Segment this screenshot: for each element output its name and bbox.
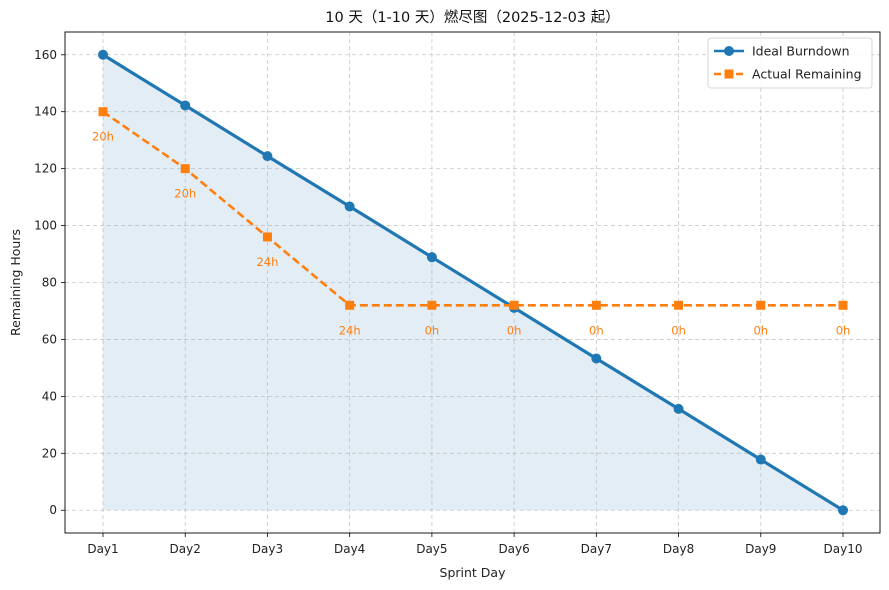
data-point-1 [509, 300, 519, 310]
legend-marker-actual [724, 69, 734, 79]
legend-label-ideal: Ideal Burndown [752, 44, 850, 59]
data-point-1 [427, 300, 437, 310]
data-label: 0h [836, 323, 851, 337]
data-point-1 [262, 232, 272, 242]
data-label: 0h [671, 323, 686, 337]
y-tick-label: 140 [34, 105, 57, 119]
x-tick-label: Day7 [581, 542, 612, 556]
x-tick-label: Day1 [87, 542, 118, 556]
y-tick-label: 120 [34, 162, 57, 176]
data-point-0 [262, 151, 273, 162]
y-tick-label: 80 [42, 276, 57, 290]
y-tick-label: 60 [42, 332, 57, 346]
data-point-1 [345, 300, 355, 310]
data-label: 0h [425, 323, 440, 337]
x-tick-label: Day2 [170, 542, 201, 556]
series-line-1 [102, 110, 843, 307]
series-layer [98, 49, 848, 516]
data-label: 20h [174, 187, 196, 201]
y-tick-label: 40 [42, 389, 57, 403]
data-point-1 [674, 300, 684, 310]
data-label: 24h [339, 323, 361, 337]
y-axis-label: Remaining Hours [8, 229, 23, 336]
x-tick-label: Day4 [334, 542, 365, 556]
ticks-layer: Day1 Day2 Day3 Day4 Day5 Day6 Day7 Day8 Day9 Day1… [34, 48, 862, 556]
x-tick-label: Day5 [416, 542, 447, 556]
data-point-0 [755, 454, 766, 465]
x-tick-label: Day8 [663, 542, 694, 556]
data-point-0 [838, 505, 848, 516]
data-point-0 [673, 403, 684, 414]
x-tick-label: Day10 [824, 542, 863, 556]
series-line-0 [102, 53, 844, 512]
data-label: 0h [753, 323, 768, 337]
data-point-1 [180, 164, 190, 174]
legend-marker-ideal [724, 46, 734, 56]
chart-title: 10 天（1-10 天）燃尽图（2025-12-03 起） [325, 8, 619, 26]
data-point-0 [344, 201, 355, 212]
x-tick-label: Day3 [252, 542, 283, 556]
data-label: 0h [507, 323, 522, 337]
y-tick-label: 100 [34, 219, 57, 233]
y-tick-label: 0 [49, 503, 57, 517]
data-point-1 [591, 300, 601, 310]
legend: Ideal Burndown Actual Remaining [707, 37, 873, 89]
y-tick-label: 20 [42, 446, 57, 460]
data-point-0 [98, 49, 108, 60]
data-point-0 [180, 100, 191, 111]
y-tick-label: 160 [34, 48, 57, 62]
data-point-0 [591, 353, 602, 364]
data-point-1 [98, 107, 108, 117]
x-tick-label: Day9 [745, 542, 776, 556]
legend-box [707, 37, 873, 89]
data-point-1 [756, 300, 766, 310]
legend-label-actual: Actual Remaining [752, 67, 862, 82]
data-point-1 [838, 300, 848, 310]
data-label: 0h [589, 323, 604, 337]
data-label: 20h [92, 130, 114, 144]
point-labels-layer: 20h 20h 24h 24h 0h 0h 0h 0h 0h 0h [92, 130, 850, 338]
data-point-0 [426, 252, 437, 263]
x-tick-label: Day6 [498, 542, 529, 556]
x-axis-label: Sprint Day [440, 565, 507, 580]
data-label: 24h [256, 255, 278, 269]
